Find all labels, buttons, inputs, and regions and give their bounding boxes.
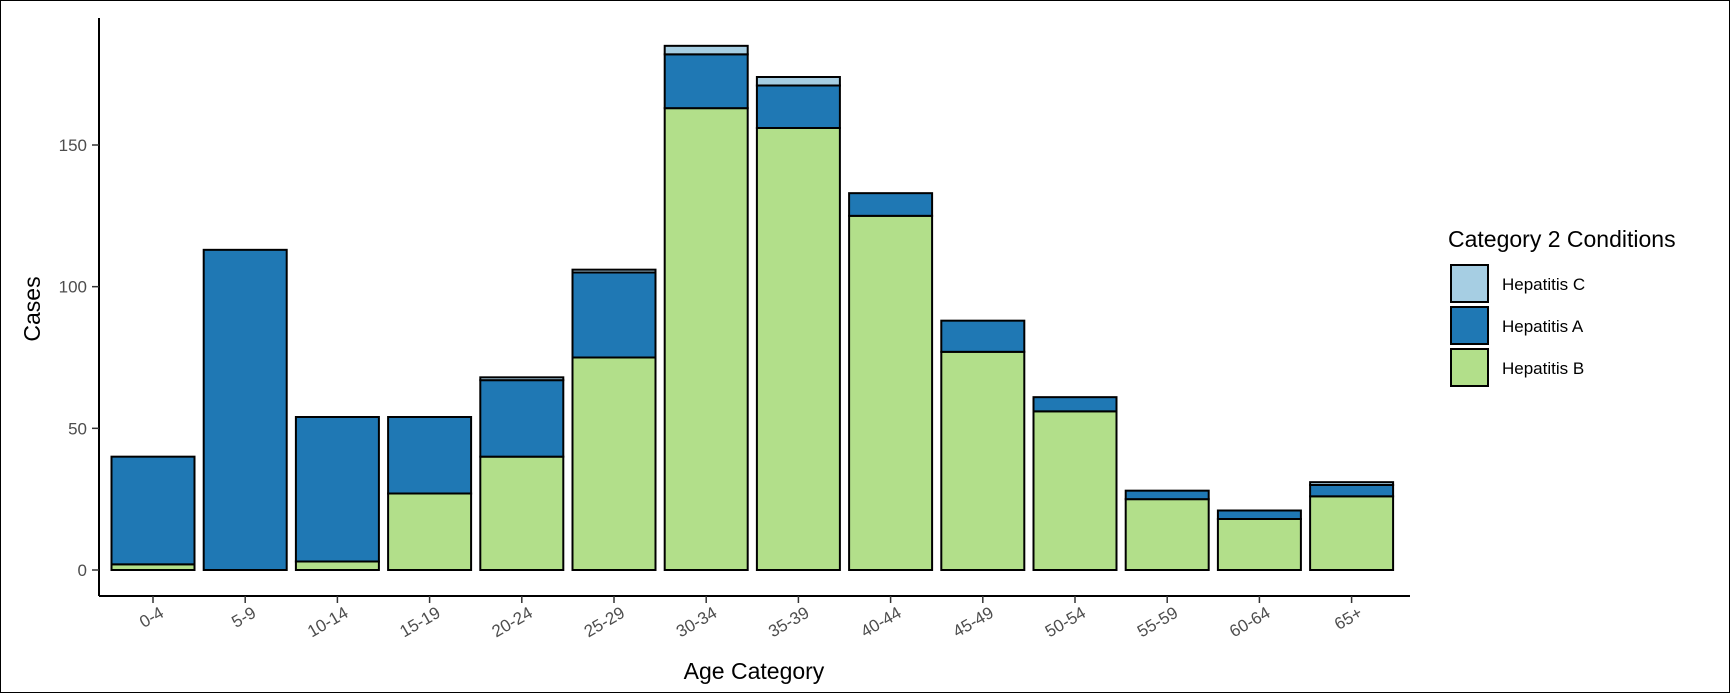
bar-hepatitis-b-20-24 [479,455,565,571]
x-axis-title: Age Category [684,658,825,684]
legend-label-hepatitis-a: Hepatitis A [1502,317,1584,336]
bar-hepatitis-b-60-64 [1216,518,1302,571]
bar-hepatitis-a-35-39 [755,84,841,129]
x-tick-label-55-59: 55-59 [1134,603,1181,641]
bar-hepatitis-b-55-59 [1124,498,1210,571]
x-tick-label-60-64: 60-64 [1226,603,1273,641]
x-tick-label-20-24: 20-24 [489,603,536,641]
legend-label-hepatitis-c: Hepatitis C [1502,275,1585,294]
bar-hepatitis-a-5-9 [202,248,288,571]
x-tick-label-30-34: 30-34 [673,603,720,641]
y-tick-label-0: 0 [78,561,87,580]
bar-hepatitis-b-65+ [1309,495,1395,572]
x-tick-label-10-14: 10-14 [304,603,351,641]
bar-hepatitis-b-40-44 [848,214,934,571]
y-tick-label-100: 100 [59,278,87,297]
bar-hepatitis-a-25-29 [571,271,657,359]
bar-hepatitis-c-30-34 [663,44,749,56]
x-tick-label-45-49: 45-49 [950,603,997,641]
bar-hepatitis-a-45-49 [940,319,1026,353]
x-tick-label-5-9: 5-9 [228,603,259,632]
legend-swatch-hepatitis-a [1450,306,1489,345]
bar-hepatitis-b-30-34 [663,107,749,572]
bar-hepatitis-c-65+ [1309,481,1395,486]
bar-hepatitis-c-35-39 [755,76,841,87]
bars-layer [110,44,1395,572]
y-tick-label-150: 150 [59,136,87,155]
bar-hepatitis-b-25-29 [571,356,657,571]
bar-hepatitis-c-25-29 [571,268,657,274]
bar-hepatitis-a-10-14 [294,416,380,563]
bar-hepatitis-a-30-34 [663,53,749,110]
x-tick-label-40-44: 40-44 [857,603,904,641]
bar-hepatitis-b-35-39 [755,127,841,571]
bar-hepatitis-a-60-64 [1216,509,1302,520]
bar-hepatitis-b-10-14 [294,560,380,571]
legend-label-hepatitis-b: Hepatitis B [1502,359,1584,378]
bar-hepatitis-b-50-54 [1032,410,1118,572]
x-tick-label-35-39: 35-39 [765,603,812,641]
x-tick-label-50-54: 50-54 [1042,603,1089,641]
bar-hepatitis-b-45-49 [940,350,1026,572]
bar-hepatitis-a-40-44 [848,192,934,217]
bar-hepatitis-a-65+ [1309,484,1395,498]
legend: Category 2 Conditions Hepatitis C Hepatit… [1448,226,1676,387]
legend-swatch-hepatitis-b [1450,348,1489,387]
x-tick-label-15-19: 15-19 [396,603,443,641]
bar-hepatitis-a-20-24 [479,379,565,458]
bar-hepatitis-a-50-54 [1032,396,1118,413]
bar-hepatitis-a-55-59 [1124,489,1210,501]
x-tick-label-0-4: 0-4 [136,603,167,632]
legend-title: Category 2 Conditions [1448,226,1676,252]
bar-hepatitis-c-20-24 [479,376,565,382]
x-tick-label-65+: 65+ [1331,603,1366,634]
legend-swatch-hepatitis-c [1450,264,1489,303]
bar-hepatitis-a-0-4 [110,455,196,566]
bar-hepatitis-a-15-19 [387,416,473,495]
y-tick-label-50: 50 [68,419,87,438]
y-axis-title: Cases [19,276,45,341]
bar-hepatitis-b-15-19 [387,492,473,571]
x-tick-label-25-29: 25-29 [581,603,628,641]
